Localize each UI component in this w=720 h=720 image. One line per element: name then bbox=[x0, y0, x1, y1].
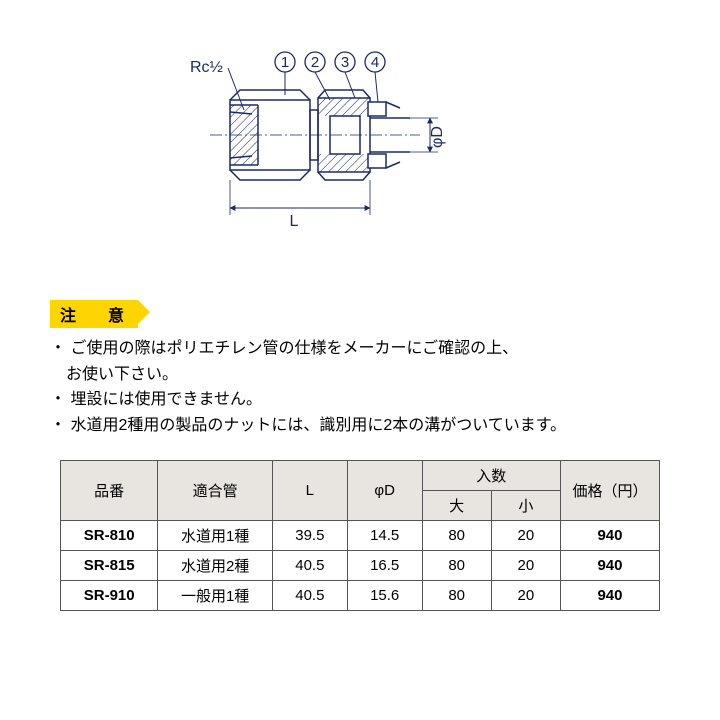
callout-4: 4 bbox=[371, 54, 379, 71]
cell-L: 40.5 bbox=[272, 581, 347, 611]
col-qty: 入数 bbox=[422, 461, 560, 491]
callout-1: 1 bbox=[281, 54, 289, 71]
dim-D-label: φD bbox=[429, 126, 446, 148]
cell-price: 940 bbox=[560, 551, 659, 581]
cell-large: 80 bbox=[422, 581, 491, 611]
cell-large: 80 bbox=[422, 521, 491, 551]
callout-3: 3 bbox=[341, 54, 349, 71]
cell-pipe: 一般用1種 bbox=[158, 581, 273, 611]
notice-section: 注 意 ご使用の際はポリエチレン管の仕様をメーカーにご確認の上、 お使い下さい。… bbox=[50, 300, 670, 438]
col-L: L bbox=[272, 461, 347, 521]
diagram-svg: Rc½ 1 2 3 4 L φD bbox=[180, 40, 500, 260]
table-row: SR-910 一般用1種 40.5 15.6 80 20 940 bbox=[61, 581, 660, 611]
notice-text-sub: お使い下さい。 bbox=[50, 362, 670, 388]
notice-badge: 注 意 bbox=[50, 300, 150, 328]
cell-D: 14.5 bbox=[347, 521, 422, 551]
col-price: 価格（円） bbox=[560, 461, 659, 521]
cell-partno: SR-810 bbox=[61, 521, 158, 551]
notice-text: ご使用の際はポリエチレン管の仕様をメーカーにご確認の上、 bbox=[70, 340, 518, 357]
cell-small: 20 bbox=[491, 521, 560, 551]
spec-table-section: 品番 適合管 L φD 入数 価格（円） 大 小 SR-810 水道用1種 39… bbox=[60, 460, 660, 611]
cell-pipe: 水道用2種 bbox=[158, 551, 273, 581]
cell-partno: SR-910 bbox=[61, 581, 158, 611]
notice-item: ご使用の際はポリエチレン管の仕様をメーカーにご確認の上、 お使い下さい。 bbox=[50, 336, 670, 387]
notice-text: 水道用2種用の製品のナットには、識別用に2本の溝がついています。 bbox=[70, 417, 566, 434]
col-D: φD bbox=[347, 461, 422, 521]
cell-L: 39.5 bbox=[272, 521, 347, 551]
notice-list: ご使用の際はポリエチレン管の仕様をメーカーにご確認の上、 お使い下さい。 埋設に… bbox=[50, 336, 670, 438]
fitting-diagram: Rc½ 1 2 3 4 L φD bbox=[180, 40, 480, 240]
notice-item: 水道用2種用の製品のナットには、識別用に2本の溝がついています。 bbox=[50, 413, 670, 439]
col-pipe: 適合管 bbox=[158, 461, 273, 521]
cell-partno: SR-815 bbox=[61, 551, 158, 581]
dim-L-label: L bbox=[290, 213, 299, 230]
table-row: SR-815 水道用2種 40.5 16.5 80 20 940 bbox=[61, 551, 660, 581]
cell-small: 20 bbox=[491, 581, 560, 611]
callout-group: 1 2 3 4 bbox=[275, 52, 385, 102]
col-partno: 品番 bbox=[61, 461, 158, 521]
cell-price: 940 bbox=[560, 581, 659, 611]
cell-D: 16.5 bbox=[347, 551, 422, 581]
cell-large: 80 bbox=[422, 551, 491, 581]
spec-table: 品番 適合管 L φD 入数 価格（円） 大 小 SR-810 水道用1種 39… bbox=[60, 460, 660, 611]
col-qty-large: 大 bbox=[422, 491, 491, 521]
cell-L: 40.5 bbox=[272, 551, 347, 581]
cell-small: 20 bbox=[491, 551, 560, 581]
notice-item: 埋設には使用できません。 bbox=[50, 387, 670, 413]
notice-text: 埋設には使用できません。 bbox=[70, 391, 262, 408]
cell-pipe: 水道用1種 bbox=[158, 521, 273, 551]
table-row: SR-810 水道用1種 39.5 14.5 80 20 940 bbox=[61, 521, 660, 551]
cell-price: 940 bbox=[560, 521, 659, 551]
callout-2: 2 bbox=[311, 54, 319, 71]
thread-label: Rc½ bbox=[190, 59, 223, 76]
cell-D: 15.6 bbox=[347, 581, 422, 611]
col-qty-small: 小 bbox=[491, 491, 560, 521]
